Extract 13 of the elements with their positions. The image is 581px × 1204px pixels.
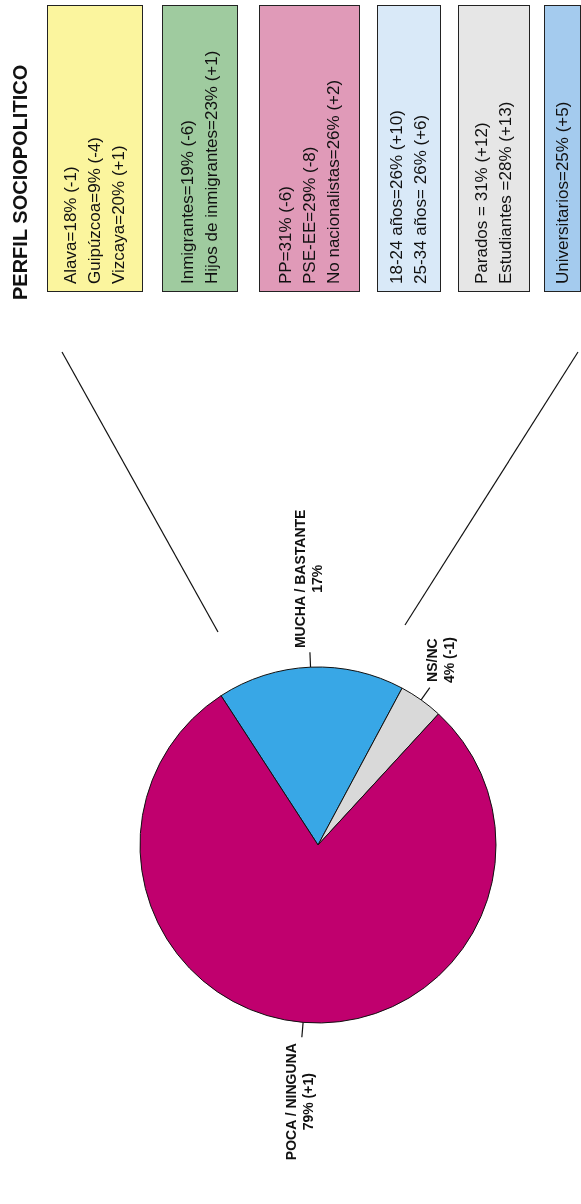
chart-title: PERFIL SOCIOPOLITICO <box>9 64 32 300</box>
slice-label: POCA / NINGUNA <box>282 1043 299 1161</box>
text: Universitarios=25% (+5) <box>551 101 573 284</box>
text: 18-24 años=26% (+10) 25-34 años= 26% (+6) <box>386 110 431 284</box>
data-label: 79% (+1) <box>299 1073 316 1131</box>
data-label: 4% (-1) <box>440 637 457 684</box>
text: Inmigrantes=19% (-6) Hijos de inmigrantes=23% (+1) <box>177 50 222 284</box>
slice-label: MUCHA / BASTANTE <box>291 509 308 649</box>
data-label: 17% <box>308 564 325 593</box>
text: PP=31% (-6) PSE-EE=29% (-8) No nacionalistas=26% (+2) <box>274 79 344 284</box>
text: Parados = 31% (+12) Estudiantes =28% (+13) <box>471 101 516 284</box>
text: Alava=18% (-1) Guipúzcoa=9% (-4) Vizcaya=20% (+1) <box>60 137 129 284</box>
slice-label: NS/NC <box>423 638 440 682</box>
